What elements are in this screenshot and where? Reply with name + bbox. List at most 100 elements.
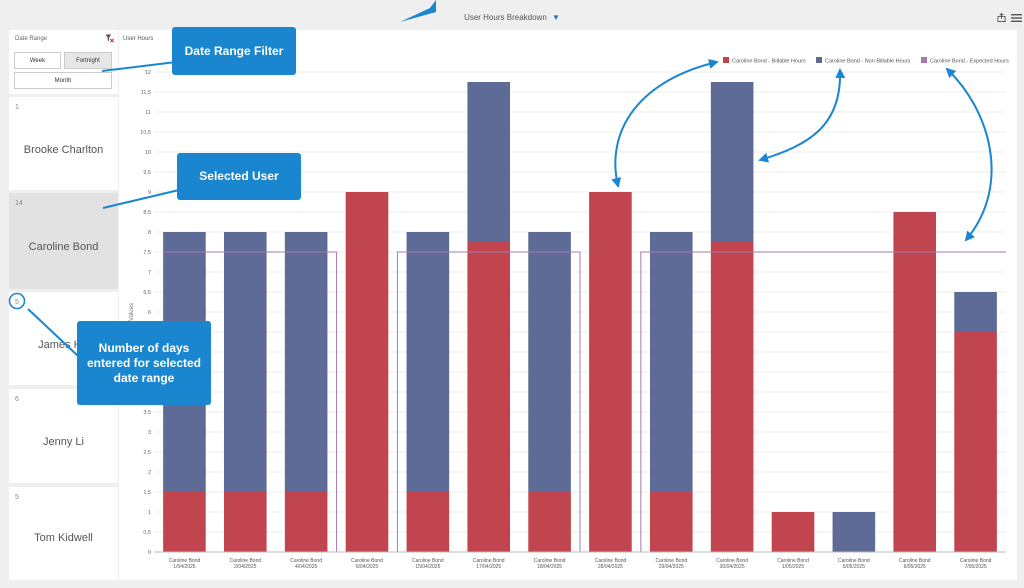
y-tick-label: 6.5: [143, 290, 151, 296]
y-tick-label: 10.5: [140, 130, 151, 136]
y-tick-label: 7: [148, 270, 151, 276]
y-tick-label: 3: [148, 430, 151, 436]
x-tick-label: 28/04/2025: [598, 564, 623, 570]
legend-label: Caroline Bond - Non Billable Hours: [825, 59, 911, 65]
callout-days-entered: Number of days entered for selected date…: [77, 321, 211, 405]
bar-segment: [954, 332, 997, 552]
bar-segment: [649, 492, 693, 552]
x-tick-label: 17/04/2025: [476, 564, 501, 570]
x-tick-label: 4/04/2025: [295, 564, 317, 570]
export-icon[interactable]: [997, 13, 1006, 22]
x-tick-label: 1/04/2025: [173, 564, 195, 570]
user-name: Brooke Charlton: [23, 144, 104, 156]
y-tick-label: 9: [148, 190, 151, 196]
legend-label: Caroline Bond - Expected Hours: [930, 59, 1009, 65]
y-tick-label: 1.5: [143, 490, 151, 496]
x-tick-label: Caroline Bond: [899, 558, 931, 564]
week-button[interactable]: Week: [14, 52, 61, 69]
y-tick-label: 3.5: [143, 410, 151, 416]
bar-segment: [467, 242, 511, 552]
bar-segment: [649, 232, 693, 492]
callout-date-range-filter: Date Range Filter: [172, 27, 296, 75]
user-card-caroline-bond[interactable]: 14 Caroline Bond: [9, 193, 118, 289]
chart-title: User Hours: [123, 36, 154, 42]
bar-segment: [284, 492, 328, 552]
filter-icon[interactable]: ▼: [552, 13, 560, 22]
y-tick-label: 2.5: [143, 450, 151, 456]
x-tick-label: Caroline Bond: [716, 558, 748, 564]
dashboard-title-text: User Hours Breakdown: [464, 13, 547, 22]
date-range-panel: Date Range Week Fortnight Month: [9, 30, 118, 94]
x-tick-label: Caroline Bond: [169, 558, 201, 564]
stacked-bar-chart: 00.511.522.533.544.555.566.577.588.599.5…: [129, 57, 1009, 570]
y-tick-label: 1: [148, 510, 151, 516]
bar-segment: [223, 232, 267, 492]
top-bar: User Hours Breakdown ▼: [0, 0, 1024, 32]
x-tick-label: Caroline Bond: [777, 558, 809, 564]
user-card-tom-kidwell[interactable]: 5 Tom Kidwell: [9, 487, 118, 580]
bar-segment: [406, 492, 450, 552]
x-tick-label: 2/04/2025: [234, 564, 256, 570]
bar-segment: [528, 232, 571, 492]
bar-segment: [832, 512, 876, 552]
x-tick-label: Caroline Bond: [473, 558, 505, 564]
user-day-count: 14: [15, 200, 23, 207]
x-tick-label: Caroline Bond: [412, 558, 444, 564]
bar-segment: [771, 512, 815, 552]
user-day-count: 5: [15, 299, 19, 306]
bar-segment: [710, 82, 754, 242]
bar-segment: [284, 232, 328, 492]
x-tick-label: 30/04/2025: [720, 564, 745, 570]
y-axis-label: Values: [129, 303, 135, 321]
user-name: Tom Kidwell: [34, 532, 93, 544]
x-tick-label: Caroline Bond: [351, 558, 383, 564]
clear-filter-icon[interactable]: [105, 34, 114, 43]
user-day-count: 6: [15, 396, 19, 403]
chart-panel: User Hours 00.511.522.533.544.555.566.57…: [119, 30, 1017, 580]
legend-label: Caroline Bond - Billable Hours: [732, 59, 806, 65]
x-tick-label: 6/04/2025: [356, 564, 378, 570]
y-tick-label: 11.5: [141, 90, 151, 96]
y-tick-label: 8.5: [143, 210, 151, 216]
y-tick-label: 0.5: [143, 530, 151, 536]
y-tick-label: 9.5: [143, 170, 151, 176]
user-day-count: 5: [15, 494, 19, 501]
y-tick-label: 12: [145, 70, 151, 76]
bar-segment: [954, 292, 997, 332]
month-button[interactable]: Month: [14, 72, 112, 89]
x-tick-label: Caroline Bond: [838, 558, 870, 564]
y-tick-label: 2: [148, 470, 151, 476]
y-tick-label: 8: [148, 230, 151, 236]
bar-segment: [163, 492, 206, 552]
legend-swatch: [816, 57, 822, 63]
bar-segment: [406, 232, 450, 492]
legend-swatch: [723, 57, 729, 63]
fortnight-button[interactable]: Fortnight: [64, 52, 112, 69]
user-card-brooke-charlton[interactable]: 1 Brooke Charlton: [9, 97, 118, 190]
bar-segment: [467, 82, 511, 242]
x-tick-label: Caroline Bond: [960, 558, 992, 564]
x-tick-label: 18/04/2025: [537, 564, 562, 570]
x-tick-label: Caroline Bond: [655, 558, 687, 564]
x-tick-label: 6/05/2025: [904, 564, 926, 570]
y-tick-label: 11: [145, 110, 151, 116]
x-tick-label: 7/05/2025: [964, 564, 986, 570]
dashboard-title: User Hours Breakdown ▼: [0, 13, 1024, 22]
y-tick-label: 6: [148, 310, 151, 316]
x-tick-label: Caroline Bond: [595, 558, 627, 564]
x-tick-label: 15/04/2025: [415, 564, 440, 570]
date-range-title: Date Range: [15, 36, 48, 42]
bar-segment: [345, 192, 389, 552]
x-tick-label: Caroline Bond: [229, 558, 261, 564]
bar-segment: [710, 242, 754, 552]
x-tick-label: Caroline Bond: [290, 558, 322, 564]
callout-selected-user: Selected User: [177, 153, 301, 200]
x-tick-label: 5/05/2025: [843, 564, 865, 570]
legend-swatch: [921, 57, 927, 63]
user-day-count: 1: [15, 104, 19, 111]
bar-segment: [528, 492, 571, 552]
bar-segment: [893, 212, 937, 552]
y-tick-label: 10: [145, 150, 151, 156]
x-tick-label: Caroline Bond: [534, 558, 566, 564]
hamburger-menu-icon[interactable]: [1011, 13, 1022, 23]
